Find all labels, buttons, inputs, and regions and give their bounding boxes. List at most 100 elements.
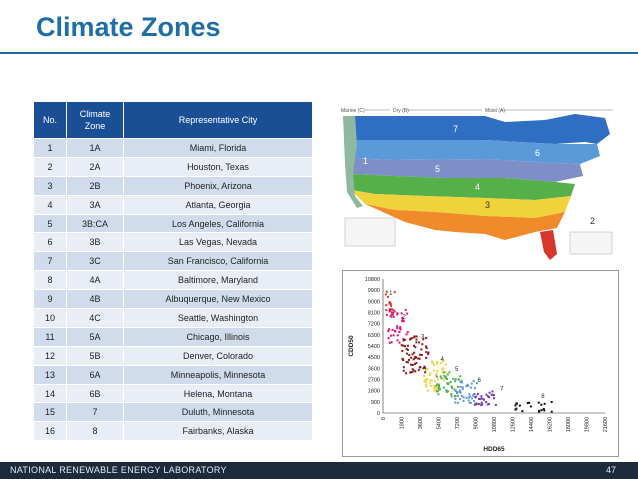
scatter-point xyxy=(444,363,447,366)
scatter-point xyxy=(444,371,447,374)
scatter-point xyxy=(446,373,449,376)
table-row: 14 6B Helena, Montana xyxy=(33,383,313,404)
scatter-point xyxy=(445,390,448,393)
scatter-point xyxy=(408,354,411,357)
scatter-point xyxy=(435,375,438,378)
scatter-point xyxy=(420,348,423,351)
zone-label-4: 4 xyxy=(441,357,445,363)
scatter-point xyxy=(479,397,482,400)
cell-climate-zone: 7 xyxy=(66,402,124,423)
scatter-point xyxy=(459,380,462,383)
hdd-cdd-scatter-chart: 0 900 1800 2700 3600 4500 5400 6300 7200 8100 9000… xyxy=(342,270,619,457)
table-body: 1 1A Miami, Florida 2 2A Houston, Texas 3 2B Pho… xyxy=(33,138,313,442)
scatter-point xyxy=(521,410,524,413)
cell-no: 16 xyxy=(33,421,67,442)
scatter-point xyxy=(475,402,478,405)
scatter-point xyxy=(388,301,391,304)
scatter-point xyxy=(483,398,486,401)
cell-city: Seattle, Washington xyxy=(123,308,313,328)
cell-city: Chicago, Illinois xyxy=(123,326,313,347)
scatter-point xyxy=(450,385,453,388)
scatter-point xyxy=(399,328,402,331)
table-row: 15 7 Duluth, Minnesota xyxy=(33,402,313,423)
zone-label-2: 2 xyxy=(403,315,407,321)
scatter-point xyxy=(417,369,420,372)
scatter-point xyxy=(390,341,393,344)
scatter-point xyxy=(385,313,388,316)
scatter-point xyxy=(389,334,392,337)
scatter-point xyxy=(461,386,464,389)
scatter-point xyxy=(388,341,391,344)
scatter-point xyxy=(433,385,436,388)
scatter-point xyxy=(392,311,395,314)
cell-climate-zone: 2B xyxy=(66,175,124,196)
map-zone-label-7: 7 xyxy=(453,124,458,134)
scatter-point xyxy=(418,341,421,344)
cell-climate-zone: 4B xyxy=(66,289,124,310)
scatter-point xyxy=(402,366,405,369)
scatter-point xyxy=(396,334,399,337)
scatter-point xyxy=(388,308,391,311)
scatter-point xyxy=(415,335,418,338)
cell-climate-zone: 6A xyxy=(66,364,124,385)
scatter-point xyxy=(421,343,424,346)
table-row: 1 1A Miami, Florida xyxy=(33,138,313,158)
scatter-point xyxy=(449,380,452,383)
table-row: 9 4B Albuquerque, New Mexico xyxy=(33,289,313,310)
scatter-point xyxy=(433,363,436,366)
climate-zone-table: No. Climate Zone Representative City 1 1A… xyxy=(33,101,313,442)
scatter-point xyxy=(385,290,388,293)
scatter-point xyxy=(389,314,392,317)
cell-city: Baltimore, Maryland xyxy=(123,270,313,291)
table-row: 5 3B:CA Los Angeles, California xyxy=(33,213,313,234)
scatter-point xyxy=(537,401,540,404)
scatter-point xyxy=(440,377,443,380)
scatter-point xyxy=(456,394,459,397)
scatter-point xyxy=(426,389,429,392)
scatter-point xyxy=(537,410,540,413)
scatter-point xyxy=(390,311,393,314)
table-row: 13 6A Minneapolis, Minnesota xyxy=(33,364,313,385)
scatter-point xyxy=(442,386,445,389)
scatter-point xyxy=(477,403,480,406)
scatter-point xyxy=(408,338,411,341)
scatter-point xyxy=(413,344,416,347)
scatter-point xyxy=(396,313,399,316)
scatter-point xyxy=(443,379,446,382)
scatter-point xyxy=(401,316,404,319)
scatter-point xyxy=(466,383,469,386)
cell-climate-zone: 2A xyxy=(66,156,124,177)
x-tick-label: 1800 xyxy=(400,417,406,429)
scatter-point xyxy=(402,344,405,347)
scatter-point xyxy=(425,347,428,350)
cell-city: San Francisco, California xyxy=(123,251,313,272)
header-climate-zone: Climate Zone xyxy=(66,101,124,139)
y-tick-label: 6300 xyxy=(368,333,380,339)
scatter-point xyxy=(399,326,402,329)
scatter-point xyxy=(423,380,426,383)
scatter-point xyxy=(401,357,404,360)
scatter-point xyxy=(435,372,438,375)
header-representative-city: Representative City xyxy=(123,101,313,139)
scatter-point xyxy=(444,376,447,379)
scatter-point xyxy=(433,387,436,390)
scatter-point xyxy=(388,328,391,331)
zone-label-8: 8 xyxy=(541,394,545,400)
scatter-point xyxy=(393,330,396,333)
x-axis-label: HDD65 xyxy=(483,446,505,453)
cell-no: 13 xyxy=(33,364,67,385)
x-tick-label: 16200 xyxy=(548,417,554,432)
scatter-point xyxy=(460,379,463,382)
scatter-point xyxy=(435,388,438,391)
cell-no: 10 xyxy=(33,308,67,328)
scatter-point xyxy=(425,351,428,354)
cell-city: Phoenix, Arizona xyxy=(123,175,313,196)
scatter-point xyxy=(396,339,399,342)
y-tick-label: 0 xyxy=(377,411,380,417)
map-zone-label-2: 2 xyxy=(590,216,595,226)
scatter-point xyxy=(391,328,394,331)
scatter-point xyxy=(452,377,455,380)
scatter-point xyxy=(518,404,521,407)
scatter-point xyxy=(423,365,426,368)
cell-city: Los Angeles, California xyxy=(123,213,313,234)
